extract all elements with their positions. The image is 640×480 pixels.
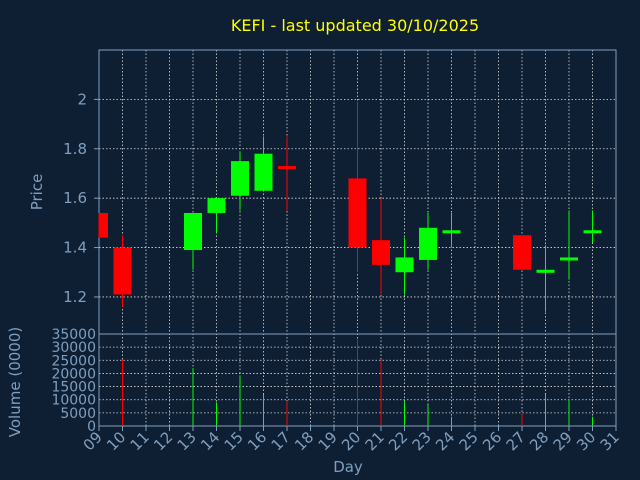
candle [184,212,202,270]
candle-body [536,269,555,273]
candle [372,198,390,295]
x-axis: 0910111213141516171819202122232425262728… [80,426,623,454]
price-tick-label: 1.8 [63,140,87,158]
price-tick-label: 1.2 [63,288,87,306]
candle [348,101,367,273]
volume-tick-label: 10000 [51,393,96,409]
volume-tick-label: 35000 [51,327,96,343]
price-panel: 1.2 1.4 1.6 1.8 2 [63,49,617,426]
candle-body [442,230,461,234]
candle-body [372,240,390,265]
candle-body [419,227,437,260]
candle [560,210,578,280]
candle-body [207,198,226,213]
candle-body [231,161,249,196]
price-tick-label: 1.6 [63,189,87,207]
candle-body [560,257,578,261]
volume-tick-label: 25000 [51,353,96,369]
candle [98,212,108,238]
volume-tick-label: 20000 [51,366,96,382]
candle [536,245,555,312]
volume-tick-label: 15000 [51,380,96,396]
volume-tick-label: 0 [87,419,96,435]
price-tick-label: 2 [77,90,87,108]
candle-body [583,230,602,234]
volume-tick-label: 30000 [51,340,96,356]
chart-title: KEFI - last updated 30/10/2025 [231,16,479,35]
candle-body [348,178,367,248]
candle [113,235,132,307]
candle [419,212,437,270]
candle-body [278,166,296,170]
candle-body [254,153,273,191]
candle [442,212,461,248]
candle [583,210,602,243]
candle-body [184,212,202,251]
candle [278,136,296,211]
candle [513,235,531,270]
candle-body [99,212,108,238]
volume-tick-label: 5000 [60,406,96,422]
price-tick-label: 1.4 [63,239,87,257]
candle-body [113,247,132,295]
volume-axis-label: Volume (0000) [6,327,24,437]
candle [254,136,273,191]
y-axis-label: Price [28,174,46,211]
candle [231,151,249,211]
candle [395,237,414,295]
candle-body [395,257,414,273]
x-axis-label: Day [333,458,363,476]
candle-body [513,235,531,270]
candle [207,198,226,233]
